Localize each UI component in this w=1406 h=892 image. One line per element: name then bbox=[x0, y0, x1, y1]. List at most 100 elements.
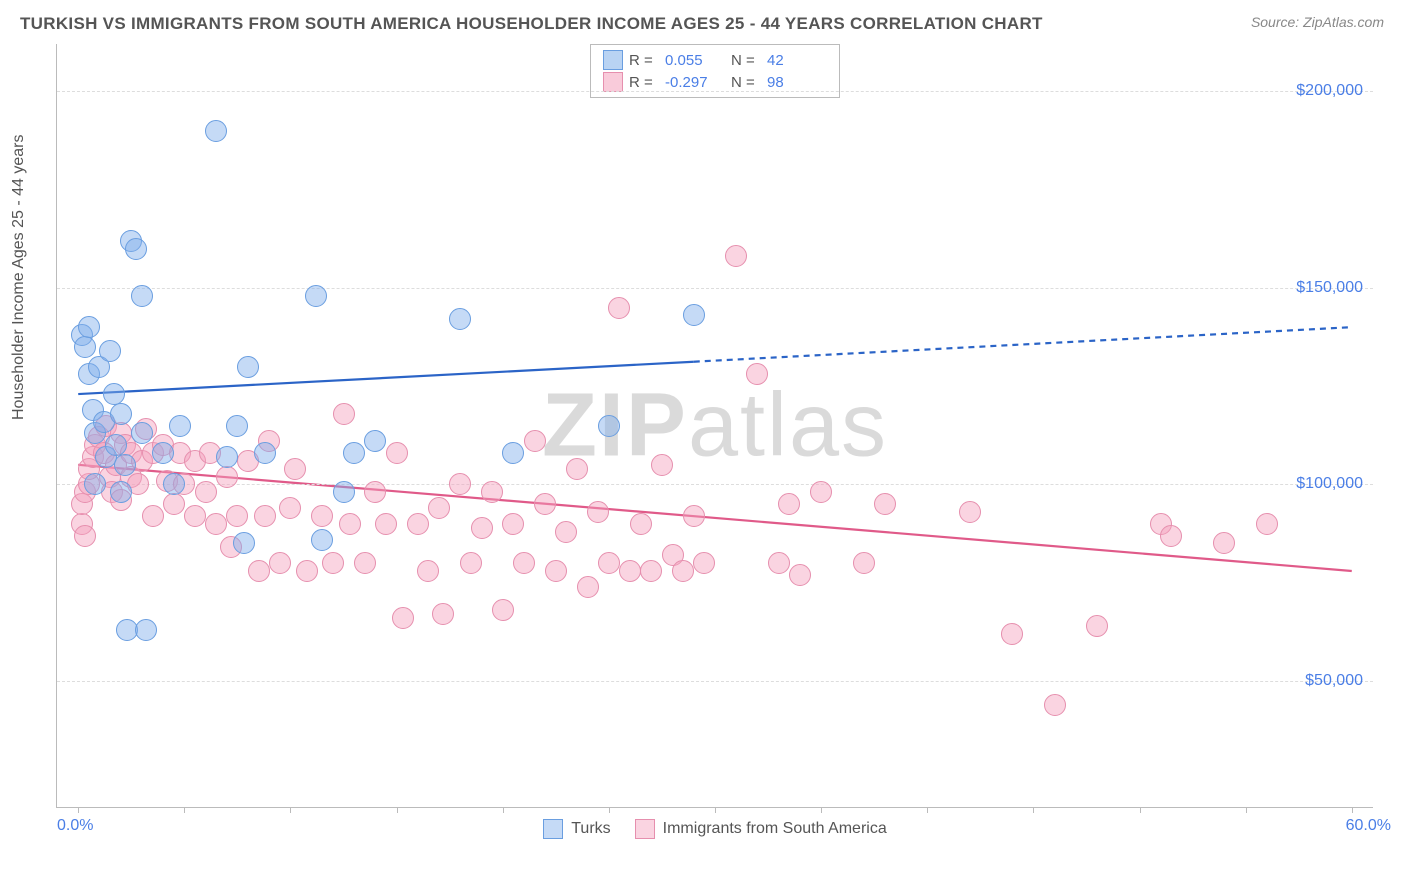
immigrants_sa-point bbox=[608, 297, 630, 319]
immigrants_sa-point bbox=[513, 552, 535, 574]
immigrants_sa-point bbox=[672, 560, 694, 582]
stats-n-label: N = bbox=[731, 52, 761, 69]
watermark-light: atlas bbox=[688, 375, 888, 475]
stats-box: R =0.055N =42R =-0.297N =98 bbox=[590, 44, 840, 98]
immigrants_sa-point bbox=[364, 481, 386, 503]
immigrants_sa-point bbox=[577, 576, 599, 598]
immigrants_sa-point bbox=[640, 560, 662, 582]
turks-point bbox=[103, 383, 125, 405]
stats-r-value: 0.055 bbox=[665, 52, 725, 69]
stats-n-value: 98 bbox=[767, 74, 827, 91]
immigrants_sa-point bbox=[339, 513, 361, 535]
immigrants_sa-point bbox=[545, 560, 567, 582]
legend-item: Turks bbox=[543, 819, 610, 839]
gridline-h bbox=[57, 288, 1373, 289]
immigrants_sa-point bbox=[492, 599, 514, 621]
legend-swatch bbox=[603, 72, 623, 92]
immigrants_sa-point bbox=[566, 458, 588, 480]
stats-n-label: N = bbox=[731, 74, 761, 91]
immigrants_sa-point bbox=[768, 552, 790, 574]
immigrants_sa-point bbox=[778, 493, 800, 515]
legend-label: Turks bbox=[571, 820, 610, 838]
immigrants_sa-point bbox=[1256, 513, 1278, 535]
turks-point bbox=[364, 430, 386, 452]
turks-point bbox=[78, 316, 100, 338]
immigrants_sa-point bbox=[555, 521, 577, 543]
immigrants_sa-point bbox=[386, 442, 408, 464]
turks-point bbox=[169, 415, 191, 437]
immigrants_sa-point bbox=[184, 505, 206, 527]
turks-point bbox=[449, 308, 471, 330]
immigrants_sa-point bbox=[248, 560, 270, 582]
legend-swatch bbox=[543, 819, 563, 839]
turks-point bbox=[343, 442, 365, 464]
immigrants_sa-point bbox=[598, 552, 620, 574]
y-tick-label: $100,000 bbox=[1296, 475, 1363, 493]
immigrants_sa-point bbox=[432, 603, 454, 625]
immigrants_sa-point bbox=[651, 454, 673, 476]
immigrants_sa-point bbox=[195, 481, 217, 503]
immigrants_sa-point bbox=[163, 493, 185, 515]
immigrants_sa-point bbox=[1001, 623, 1023, 645]
x-tick bbox=[927, 807, 928, 813]
x-tick bbox=[1246, 807, 1247, 813]
immigrants_sa-point bbox=[502, 513, 524, 535]
immigrants_sa-point bbox=[269, 552, 291, 574]
gridline-h bbox=[57, 484, 1373, 485]
turks-point bbox=[131, 422, 153, 444]
x-tick bbox=[397, 807, 398, 813]
stats-r-label: R = bbox=[629, 74, 659, 91]
x-tick bbox=[1352, 807, 1353, 813]
x-tick bbox=[290, 807, 291, 813]
immigrants_sa-point bbox=[789, 564, 811, 586]
immigrants_sa-point bbox=[524, 430, 546, 452]
immigrants_sa-point bbox=[254, 505, 276, 527]
immigrants_sa-point bbox=[296, 560, 318, 582]
immigrants_sa-point bbox=[693, 552, 715, 574]
turks-point bbox=[683, 304, 705, 326]
immigrants_sa-point bbox=[74, 525, 96, 547]
immigrants_sa-point bbox=[311, 505, 333, 527]
immigrants_sa-point bbox=[333, 403, 355, 425]
turks-point bbox=[254, 442, 276, 464]
turks-point bbox=[233, 532, 255, 554]
immigrants_sa-point bbox=[354, 552, 376, 574]
stats-row: R = 0.055 N = 42 bbox=[603, 49, 827, 71]
gridline-h bbox=[57, 91, 1373, 92]
turks-point bbox=[84, 473, 106, 495]
legend-swatch bbox=[603, 50, 623, 70]
legend-item: Immigrants from South America bbox=[635, 819, 887, 839]
watermark: ZIPatlas bbox=[542, 374, 888, 477]
turks-point bbox=[226, 415, 248, 437]
immigrants_sa-point bbox=[417, 560, 439, 582]
turks-point bbox=[305, 285, 327, 307]
gridline-h bbox=[57, 681, 1373, 682]
immigrants_sa-point bbox=[959, 501, 981, 523]
turks-point bbox=[311, 529, 333, 551]
immigrants_sa-point bbox=[619, 560, 641, 582]
stats-r-label: R = bbox=[629, 52, 659, 69]
immigrants_sa-point bbox=[1086, 615, 1108, 637]
stats-n-value: 42 bbox=[767, 52, 827, 69]
source-label: Source: ZipAtlas.com bbox=[1251, 14, 1384, 30]
immigrants_sa-point bbox=[284, 458, 306, 480]
trend-lines bbox=[57, 44, 1373, 807]
turks-point bbox=[598, 415, 620, 437]
turks-trendline bbox=[78, 362, 694, 394]
plot-area: ZIPatlas R =0.055N =42R =-0.297N =98 0.0… bbox=[56, 44, 1373, 808]
immigrants_sa-point bbox=[683, 505, 705, 527]
x-tick bbox=[821, 807, 822, 813]
immigrants_sa-point bbox=[746, 363, 768, 385]
turks-point bbox=[110, 481, 132, 503]
legend-swatch bbox=[635, 819, 655, 839]
immigrants_sa-point bbox=[407, 513, 429, 535]
immigrants_sa-point bbox=[375, 513, 397, 535]
turks-point bbox=[333, 481, 355, 503]
turks-point bbox=[99, 340, 121, 362]
x-tick bbox=[609, 807, 610, 813]
immigrants_sa-point bbox=[322, 552, 344, 574]
immigrants_sa-point bbox=[449, 473, 471, 495]
turks-point bbox=[502, 442, 524, 464]
x-tick bbox=[1033, 807, 1034, 813]
x-tick bbox=[78, 807, 79, 813]
